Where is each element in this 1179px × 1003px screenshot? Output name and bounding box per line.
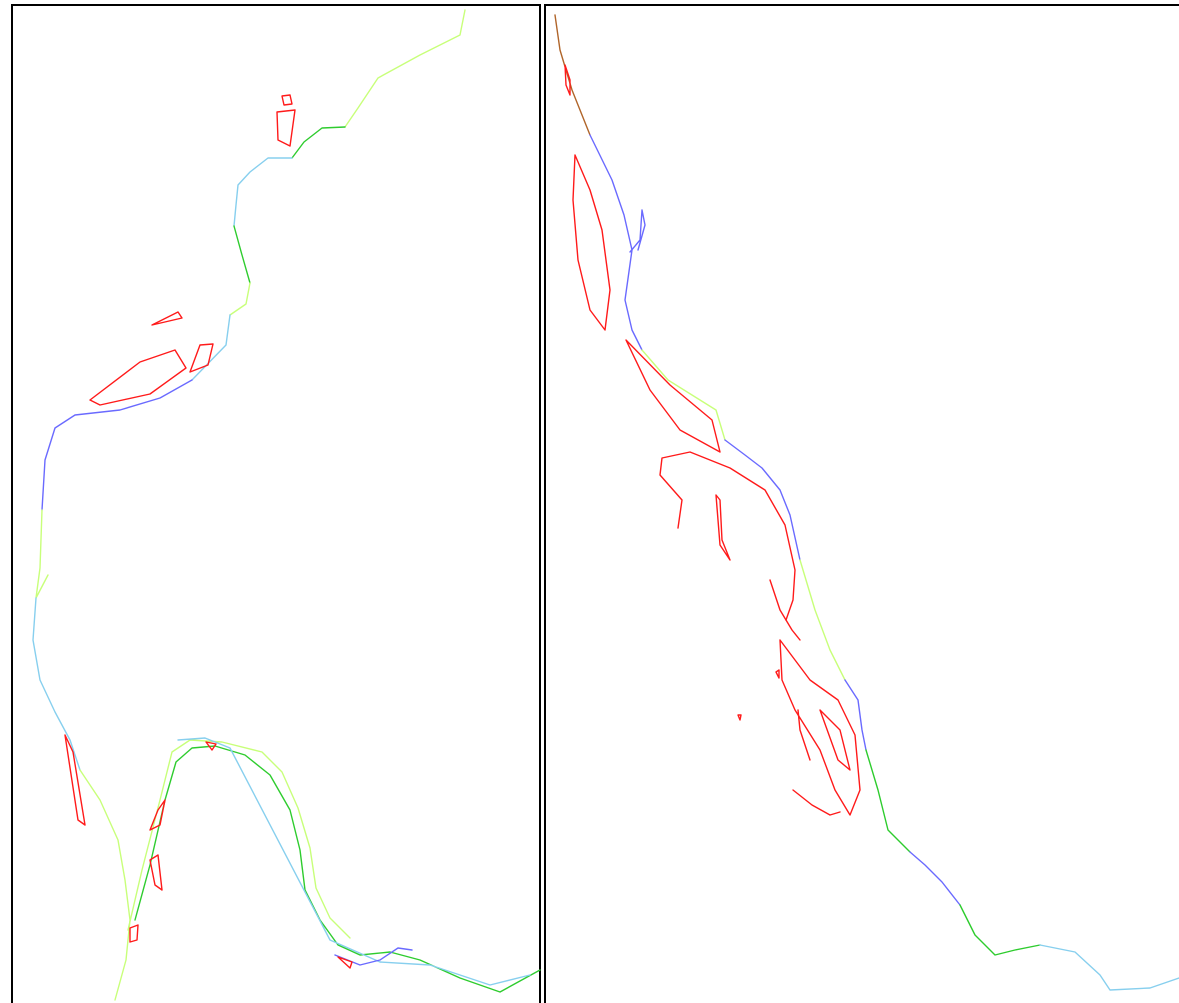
coastline [865, 749, 911, 853]
coastline [724, 439, 801, 561]
coastline [959, 904, 1041, 956]
coastline [191, 314, 231, 381]
island [276, 109, 296, 147]
coastline [35, 509, 49, 599]
coastline [1039, 944, 1179, 991]
coastline [233, 157, 293, 227]
island [149, 854, 163, 891]
island [769, 579, 801, 641]
coastline [909, 851, 961, 906]
island [89, 349, 187, 406]
coastline [344, 9, 466, 128]
island [819, 709, 851, 771]
island [281, 94, 293, 106]
coastline [177, 737, 531, 986]
island [792, 789, 841, 816]
island [775, 669, 780, 679]
island [64, 734, 86, 826]
island [625, 339, 721, 453]
island [337, 956, 353, 969]
coastline [799, 559, 846, 681]
coastline [127, 739, 351, 939]
island [129, 924, 139, 943]
panel-frame [544, 4, 1179, 1003]
coastline [233, 225, 251, 284]
island [564, 64, 571, 96]
coastline [41, 379, 193, 511]
island [715, 494, 731, 561]
island [151, 311, 183, 326]
island [737, 714, 742, 721]
island [189, 343, 214, 373]
coastline [229, 282, 251, 316]
island [149, 799, 166, 831]
coastline [291, 126, 346, 159]
right-panel [544, 4, 1179, 1003]
coastline [32, 597, 81, 771]
coastline [844, 679, 867, 751]
island [659, 451, 796, 621]
island [572, 154, 611, 331]
coastline [134, 745, 541, 993]
island [797, 709, 811, 761]
coastline [79, 769, 131, 1001]
coastline [629, 209, 646, 253]
coastline [641, 349, 726, 441]
island [779, 639, 861, 816]
island [205, 741, 217, 751]
panel-frame [11, 4, 541, 1003]
left-panel [11, 4, 541, 1003]
